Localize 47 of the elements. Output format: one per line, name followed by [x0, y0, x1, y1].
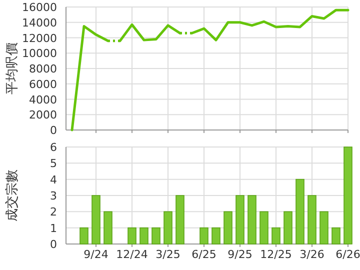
bar [260, 211, 268, 244]
bar [236, 195, 244, 244]
bar [92, 195, 100, 244]
y-tick-label: 14000 [22, 16, 57, 30]
y-tick-label: 6 [50, 141, 57, 154]
bar [80, 227, 88, 244]
bar [152, 227, 160, 244]
x-tick-label: 9/24 [84, 248, 108, 261]
bar [224, 211, 232, 244]
bar [104, 211, 112, 244]
bar [344, 146, 352, 244]
y-tick-label: 4000 [29, 93, 57, 106]
y-tick-label: 12000 [22, 32, 57, 45]
y-tick-label: 2000 [29, 108, 57, 122]
x-tick-label: 6/26 [336, 248, 360, 261]
y-tick-label: 5 [50, 157, 57, 170]
y-axis-title: 成交宗數 [4, 170, 20, 222]
x-tick-label: 3/25 [156, 248, 180, 261]
y-axis-title: 平均呎價 [5, 42, 20, 94]
y-tick-label: 3 [50, 190, 57, 202]
y-tick-label: 10000 [22, 47, 57, 60]
bar [332, 227, 340, 244]
y-tick-label: 4 [50, 173, 57, 186]
bar [128, 227, 136, 244]
x-tick-label: 6/25 [192, 248, 216, 261]
y-tick-label: 0 [50, 124, 57, 137]
y-tick-label: 2 [50, 206, 57, 219]
bar [176, 195, 184, 244]
y-tick-label: 0 [50, 238, 57, 251]
y-tick-label: 6000 [29, 78, 57, 91]
bar [248, 195, 256, 244]
bar [164, 211, 172, 244]
bar [200, 227, 208, 244]
bar [308, 195, 316, 244]
x-tick-label: 9/25 [228, 248, 252, 261]
bar [140, 227, 148, 244]
x-tick-label: 3/26 [300, 248, 324, 261]
bar [320, 211, 328, 244]
bar [272, 227, 280, 244]
x-tick-label: 12/25 [260, 248, 292, 261]
y-tick-label: 1 [50, 222, 57, 235]
bar [296, 178, 304, 244]
y-tick-label: 8000 [29, 62, 57, 76]
y-tick-label: 16000 [22, 1, 57, 14]
x-tick-label: 12/24 [116, 248, 148, 261]
bar [284, 211, 292, 244]
bar [212, 227, 220, 244]
